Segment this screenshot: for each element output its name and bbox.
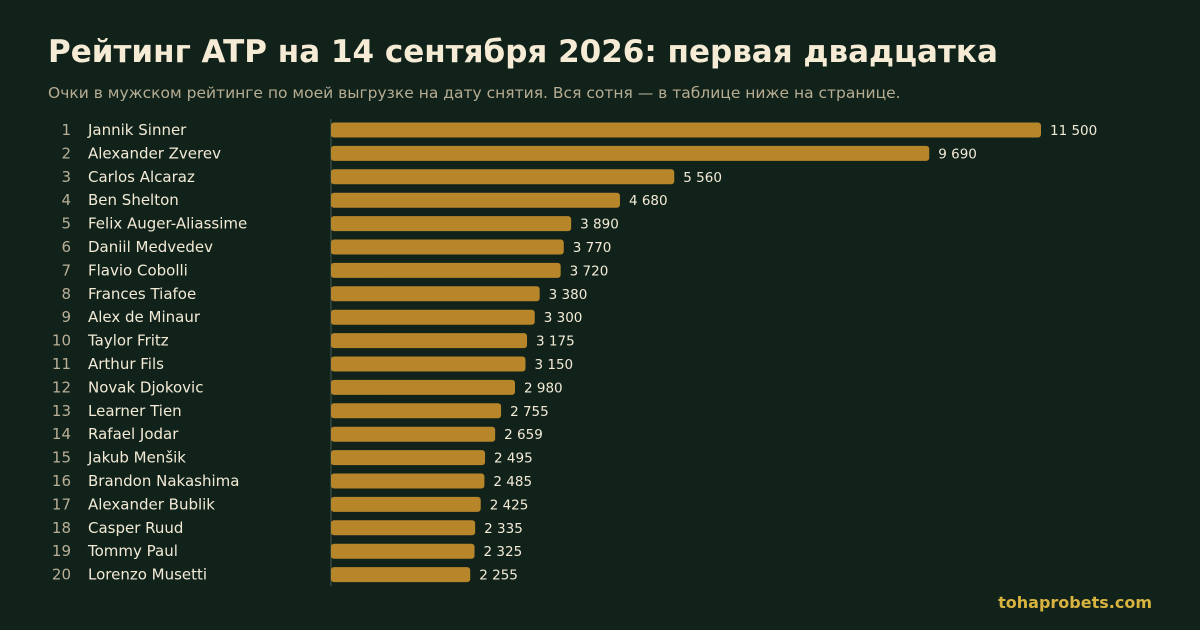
value-label: 2 495 — [494, 451, 533, 467]
value-label: 2 425 — [490, 497, 529, 513]
bar — [331, 426, 496, 442]
player-name-label: Alexander Zverev — [88, 144, 221, 162]
value-label: 2 980 — [524, 380, 563, 396]
rank-label: 2 — [61, 144, 71, 162]
rank-label: 12 — [52, 378, 71, 396]
player-name-label: Taylor Fritz — [87, 332, 169, 350]
player-name-label: Alex de Minaur — [88, 308, 201, 326]
player-name-label: Brandon Nakashima — [88, 472, 239, 490]
rank-label: 9 — [61, 308, 71, 326]
value-label: 2 325 — [484, 544, 523, 560]
bar — [331, 379, 515, 395]
value-label: 2 755 — [510, 404, 549, 420]
value-label: 3 300 — [544, 310, 583, 326]
player-name-label: Novak Djokovic — [88, 378, 203, 396]
value-label: 2 335 — [484, 521, 523, 537]
rank-label: 7 — [61, 261, 71, 279]
bar — [331, 356, 526, 372]
bar — [331, 192, 620, 208]
rank-label: 3 — [61, 168, 71, 186]
player-name-label: Ben Shelton — [88, 191, 179, 209]
rank-label: 17 — [52, 495, 71, 513]
bar — [331, 520, 476, 536]
player-name-label: Arthur Fils — [88, 355, 164, 373]
player-name-label: Jannik Sinner — [87, 121, 187, 139]
bar — [331, 216, 572, 232]
value-label: 3 890 — [580, 217, 619, 233]
bar — [331, 169, 675, 185]
rank-label: 14 — [52, 425, 71, 443]
rank-label: 18 — [52, 519, 71, 537]
player-name-label: Daniil Medvedev — [88, 238, 213, 256]
rank-label: 11 — [52, 355, 71, 373]
rank-label: 6 — [61, 238, 71, 256]
bar — [331, 543, 475, 559]
rank-label: 16 — [52, 472, 71, 490]
value-label: 2 255 — [479, 568, 518, 584]
rank-label: 19 — [52, 542, 71, 560]
rank-label: 1 — [61, 121, 71, 139]
player-name-label: Lorenzo Musetti — [88, 566, 207, 584]
chart-title: Рейтинг ATP на 14 сентября 2026: первая … — [48, 34, 998, 70]
bar — [331, 567, 471, 583]
value-label: 11 500 — [1050, 123, 1097, 139]
player-name-label: Carlos Alcaraz — [88, 168, 195, 186]
rank-label: 20 — [52, 566, 71, 584]
player-name-label: Flavio Cobolli — [88, 261, 188, 279]
bar — [331, 403, 502, 419]
player-name-label: Rafael Jodar — [88, 425, 179, 443]
value-label: 2 485 — [493, 474, 532, 490]
player-name-label: Learner Tien — [88, 402, 182, 420]
rank-label: 4 — [61, 191, 71, 209]
chart-subtitle: Очки в мужском рейтинге по моей выгрузке… — [48, 84, 901, 102]
brand-label[interactable]: tohaprobets.com — [998, 593, 1152, 612]
rank-label: 8 — [61, 285, 71, 303]
value-label: 3 380 — [549, 287, 588, 303]
bar — [331, 333, 528, 349]
bar — [331, 239, 564, 255]
value-label: 3 175 — [536, 334, 575, 350]
value-label: 9 690 — [938, 146, 977, 162]
player-name-label: Casper Ruud — [88, 519, 183, 537]
bar — [331, 473, 485, 489]
player-name-label: Alexander Bublik — [88, 495, 215, 513]
value-label: 3 770 — [573, 240, 612, 256]
player-name-label: Jakub Menšik — [87, 449, 186, 467]
rank-label: 15 — [52, 449, 71, 467]
bar — [331, 450, 486, 466]
value-label: 3 150 — [534, 357, 573, 373]
rank-label: 5 — [61, 215, 71, 233]
bar — [331, 145, 930, 161]
bar — [331, 122, 1041, 138]
value-label: 3 720 — [570, 263, 609, 279]
rank-label: 13 — [52, 402, 71, 420]
bar — [331, 309, 535, 325]
player-name-label: Tommy Paul — [87, 542, 178, 560]
player-name-label: Frances Tiafoe — [88, 285, 196, 303]
value-label: 2 659 — [504, 427, 543, 443]
value-label: 4 680 — [629, 193, 668, 209]
player-name-label: Felix Auger-Aliassime — [88, 215, 247, 233]
bar — [331, 286, 540, 302]
value-label: 5 560 — [683, 170, 722, 186]
rank-label: 10 — [52, 332, 71, 350]
bar — [331, 262, 561, 278]
bar — [331, 496, 481, 512]
